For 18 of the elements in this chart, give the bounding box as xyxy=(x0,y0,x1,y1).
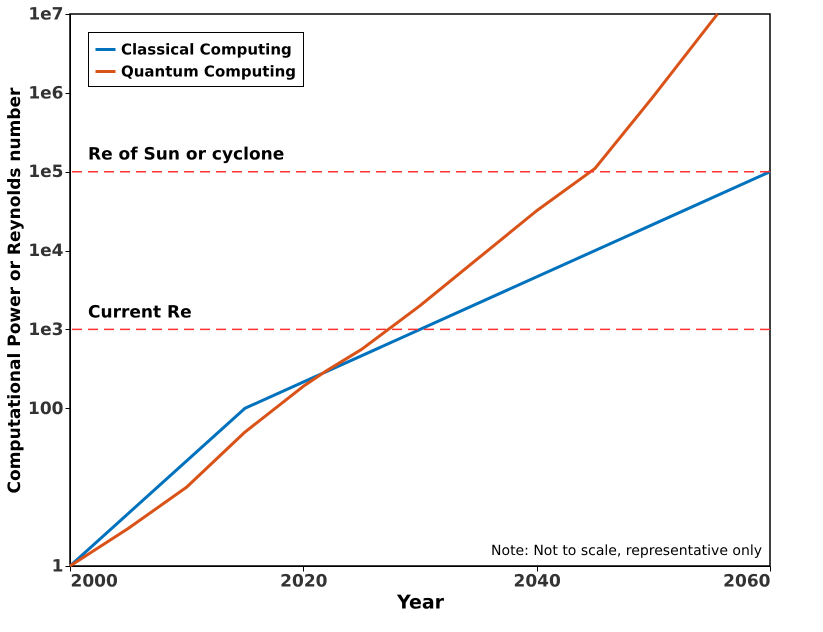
x-tick-label: 2020 xyxy=(280,572,328,592)
ref-line-label: Current Re xyxy=(88,302,192,322)
y-tick-label: 100 xyxy=(28,398,64,419)
y-tick-label: 1e5 xyxy=(28,162,64,182)
y-tick-label: 1e4 xyxy=(28,241,64,262)
y-tick-label: 1e7 xyxy=(28,4,64,24)
x-tick-label: 2040 xyxy=(514,572,561,592)
x-tick-label: 2000 xyxy=(70,572,118,592)
y-tick-label: 1 xyxy=(52,556,64,576)
legend-label: Quantum Computing xyxy=(121,62,296,80)
x-axis-title: Year xyxy=(396,592,445,614)
ref-line-label: Re of Sun or cyclone xyxy=(88,144,284,165)
y-axis-title: Computational Power or Reynolds number xyxy=(5,86,26,494)
x-tick-label: 2060 xyxy=(723,572,771,592)
y-tick-label: 1e3 xyxy=(28,320,64,340)
legend-label: Classical Computing xyxy=(121,40,292,58)
y-tick-label: 1e6 xyxy=(28,83,64,104)
annotation: Note: Not to scale, representative only xyxy=(491,543,762,559)
